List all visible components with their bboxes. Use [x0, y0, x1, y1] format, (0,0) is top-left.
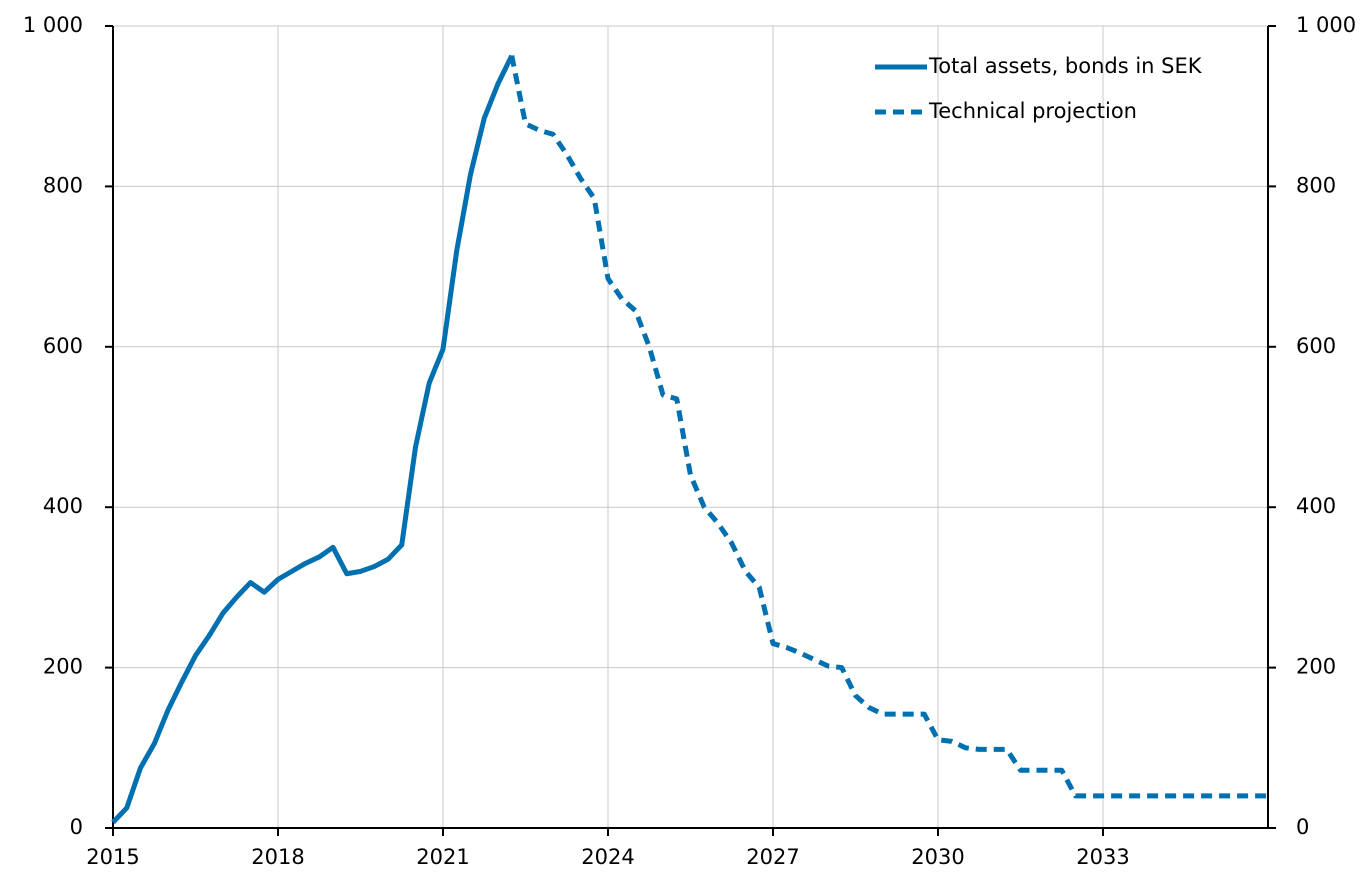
legend-label: Technical projection	[928, 99, 1137, 123]
y-tick-label: 400	[43, 494, 83, 518]
y-tick-label: 600	[43, 334, 83, 358]
x-tick-label: 2027	[746, 845, 799, 869]
y2-tick-label: 400	[1296, 494, 1336, 518]
y2-tick-label: 0	[1296, 815, 1309, 839]
y2-tick-label: 1 000	[1296, 13, 1356, 37]
x-tick-label: 2018	[251, 845, 304, 869]
y-tick-label: 0	[70, 815, 83, 839]
x-tick-label: 2033	[1076, 845, 1129, 869]
y-tick-label: 800	[43, 173, 83, 197]
series-line	[111, 54, 514, 825]
x-tick-label: 2021	[416, 845, 469, 869]
legend-label: Total assets, bonds in SEK	[928, 54, 1203, 78]
x-tick-label: 2015	[86, 845, 139, 869]
y2-tick-label: 800	[1296, 173, 1336, 197]
y-tick-label: 200	[43, 655, 83, 679]
x-tick-label: 2024	[581, 845, 634, 869]
series-line	[509, 55, 1268, 799]
y-tick-label: 1 000	[23, 13, 83, 37]
x-tick-label: 2030	[911, 845, 964, 869]
y2-tick-label: 200	[1296, 655, 1336, 679]
y2-tick-label: 600	[1296, 334, 1336, 358]
